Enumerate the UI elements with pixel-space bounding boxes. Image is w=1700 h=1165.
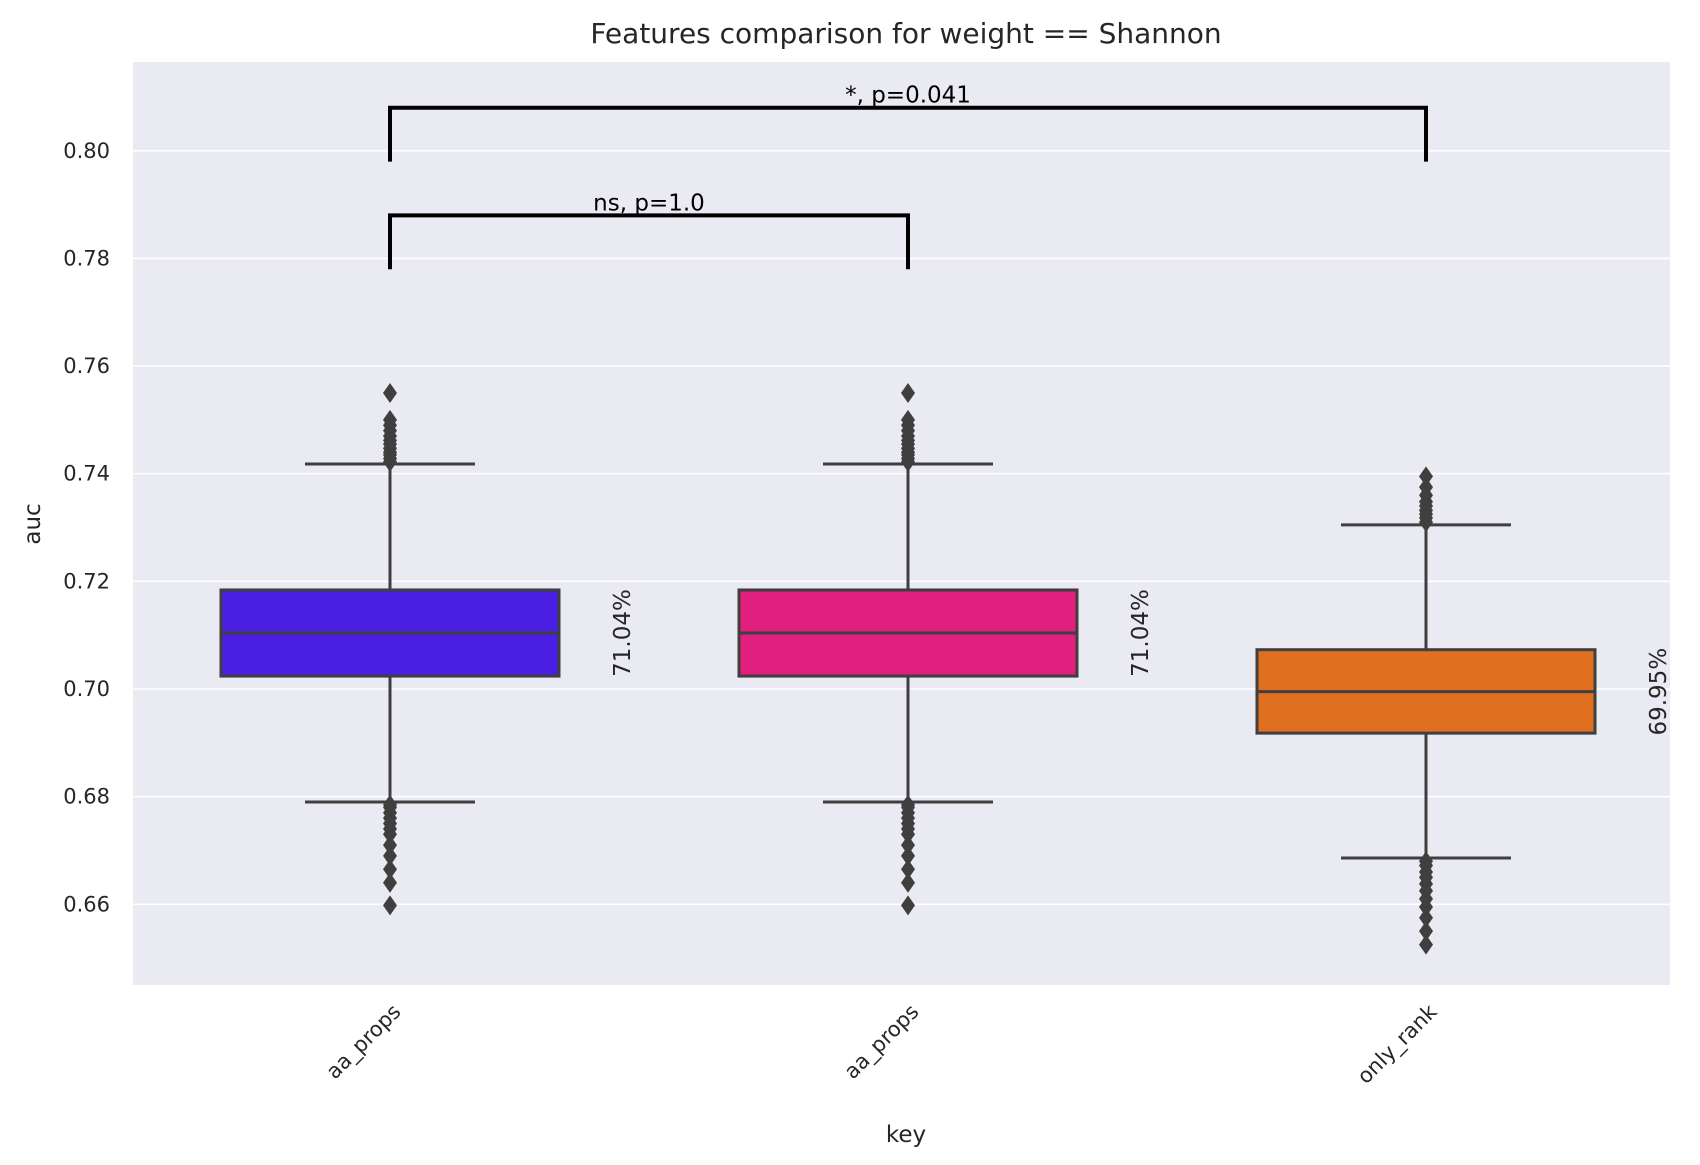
- outlier-point: [1419, 477, 1433, 498]
- outlier-point: [383, 409, 397, 430]
- box-percent-label: 71.04%: [1128, 589, 1154, 677]
- x-axis-ticks: aa_props aa_props only_rank: [321, 999, 1442, 1089]
- y-tick-label: 0.66: [63, 892, 110, 916]
- x-tick-label: aa_props: [321, 1000, 406, 1085]
- chart-title: Features comparison for weight == Shanno…: [590, 17, 1221, 50]
- outlier-point: [901, 895, 915, 916]
- significance-label: ns, p=1.0: [593, 190, 705, 216]
- outlier-point: [901, 859, 915, 880]
- y-tick-label: 0.68: [63, 785, 110, 809]
- outlier-point: [1419, 466, 1433, 487]
- significance-bracket: [388, 105, 1428, 162]
- outlier-point: [901, 835, 915, 856]
- outlier-point: [901, 824, 915, 845]
- significance-bracket: [388, 213, 910, 270]
- y-tick-label: 0.76: [63, 354, 110, 378]
- y-tick-label: 0.80: [63, 139, 110, 163]
- boxes: 71.04% 71.04% 69.95%: [219, 382, 1672, 955]
- x-tick-label: only_rank: [1353, 999, 1443, 1089]
- significance-annotations: ns, p=1.0 *, p=0.041: [388, 83, 1428, 270]
- box-percent-label: 69.95%: [1646, 648, 1672, 736]
- y-axis-label: auc: [20, 503, 46, 544]
- outlier-point: [383, 872, 397, 893]
- outlier-point: [383, 835, 397, 856]
- significance-label: *, p=0.041: [845, 83, 971, 109]
- outlier-point: [1419, 896, 1433, 917]
- box-group: 71.04%: [737, 382, 1154, 916]
- outlier-point: [901, 409, 915, 430]
- outlier-point: [1419, 921, 1433, 942]
- outlier-point: [383, 895, 397, 916]
- y-tick-label: 0.74: [63, 462, 110, 486]
- y-tick-label: 0.70: [63, 677, 110, 701]
- outlier-point: [1419, 934, 1433, 955]
- outlier-point: [901, 382, 915, 403]
- y-axis-ticks: 0.66 0.68 0.70 0.72 0.74 0.76 0.78 0.80: [63, 139, 110, 916]
- outlier-point: [901, 872, 915, 893]
- outlier-point: [1419, 907, 1433, 928]
- outlier-point: [383, 382, 397, 403]
- box-group: 69.95%: [1255, 466, 1672, 955]
- y-tick-label: 0.72: [63, 569, 110, 593]
- y-tick-label: 0.78: [63, 246, 110, 270]
- outlier-point: [383, 824, 397, 845]
- outlier-point: [901, 845, 915, 866]
- box-percent-label: 71.04%: [610, 589, 636, 677]
- x-axis-label: key: [886, 1122, 926, 1148]
- outlier-point: [383, 859, 397, 880]
- outlier-point: [383, 845, 397, 866]
- box-group: 71.04%: [219, 382, 636, 916]
- x-tick-label: aa_props: [839, 1000, 924, 1085]
